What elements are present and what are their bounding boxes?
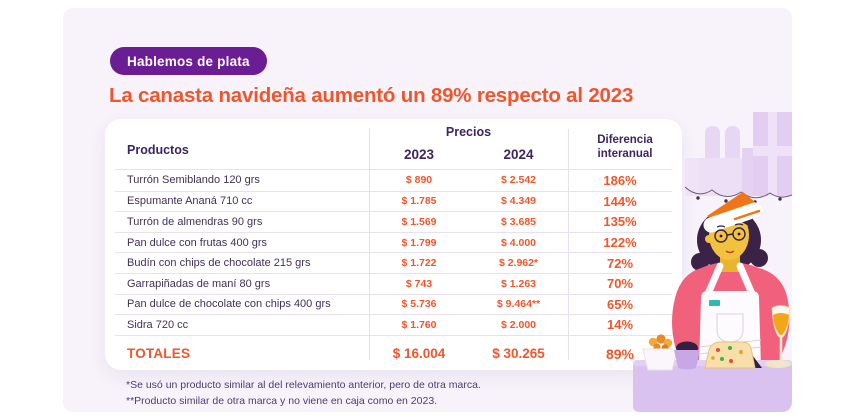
diff-pct: 122% bbox=[603, 235, 637, 251]
peanut-bowl bbox=[642, 334, 678, 371]
price-2023: $ 1.799 bbox=[401, 236, 437, 249]
column-divider bbox=[568, 129, 569, 360]
diff-pct: 65% bbox=[606, 296, 634, 312]
product-name: Budín con chips de chocolate 215 grs bbox=[127, 257, 311, 270]
price-2024: $ 1.263 bbox=[500, 277, 537, 290]
price-2024: $ 2.962* bbox=[498, 257, 539, 270]
topic-badge: Hablemos de plata bbox=[110, 47, 267, 75]
price-2024: $ 9.464** bbox=[496, 298, 541, 311]
table-row: Sidra 720 cc $ 1.760 $ 2.000 14% bbox=[115, 314, 672, 335]
price-2023: $ 1.722 bbox=[401, 257, 437, 270]
header-2023: 2023 bbox=[403, 147, 435, 162]
price-2023: $ 1.569 bbox=[401, 215, 437, 228]
totals-2024: $ 30.265 bbox=[492, 346, 545, 361]
totals-diff: 89% bbox=[605, 345, 635, 362]
price-2023: $ 1.760 bbox=[401, 318, 437, 331]
price-table-card: Productos Precios 2023 2024 Diferencia i… bbox=[105, 119, 682, 370]
candy-bowl bbox=[674, 341, 700, 370]
totals-label: TOTALES bbox=[127, 346, 191, 361]
table-row: Budín con chips de chocolate 215 grs $ 1… bbox=[115, 252, 672, 273]
diff-pct: 186% bbox=[603, 172, 637, 188]
header-diff-line1: Diferencia bbox=[597, 134, 653, 146]
pan-dulce-slice bbox=[704, 341, 762, 369]
glasses-icon bbox=[714, 227, 746, 243]
header-diff: Diferencia interanual bbox=[568, 134, 682, 161]
table-body: Turrón Semiblando 120 grs $ 890 $ 2.542 … bbox=[115, 169, 672, 335]
diff-pct: 144% bbox=[603, 193, 637, 209]
illustration-baker-woman bbox=[633, 112, 792, 412]
footnote-1: *Se usó un producto similar al del relev… bbox=[126, 379, 481, 391]
price-2024: $ 3.685 bbox=[500, 215, 537, 228]
page-title: La canasta navideña aumentó un 89% respe… bbox=[109, 84, 634, 107]
diff-pct: 135% bbox=[603, 214, 637, 230]
table-row: Turrón de almendras 90 grs $ 1.569 $ 3.6… bbox=[115, 211, 672, 232]
price-2024: $ 4.000 bbox=[500, 236, 537, 249]
table-row: Turrón Semiblando 120 grs $ 890 $ 2.542 … bbox=[115, 170, 672, 191]
price-2023: $ 5.736 bbox=[401, 298, 437, 311]
price-2023: $ 1.785 bbox=[401, 195, 437, 208]
diff-pct: 72% bbox=[606, 255, 634, 271]
infographic-stage: Hablemos de plata La canasta navideña au… bbox=[63, 8, 792, 412]
header-diff-line2: interanual bbox=[597, 147, 653, 160]
header-prices-group: Precios bbox=[445, 125, 492, 139]
price-2023: $ 890 bbox=[405, 174, 433, 187]
diff-pct: 70% bbox=[606, 276, 634, 292]
totals-row: TOTALES $ 16.004 $ 30.265 89% bbox=[115, 335, 672, 371]
price-2023: $ 743 bbox=[405, 277, 433, 290]
price-2024: $ 4.349 bbox=[500, 195, 537, 208]
product-name: Turrón de almendras 90 grs bbox=[127, 215, 263, 228]
column-divider bbox=[369, 129, 370, 360]
header-2024: 2024 bbox=[503, 147, 534, 162]
product-name: Pan dulce con frutas 400 grs bbox=[127, 236, 268, 249]
table-row: Pan dulce con frutas 400 grs $ 1.799 $ 4… bbox=[115, 231, 672, 253]
diff-pct: 14% bbox=[606, 317, 634, 333]
cider-glass bbox=[771, 305, 791, 367]
santa-hat-icon bbox=[703, 192, 763, 233]
table-row: Pan dulce de chocolate con chips 400 grs… bbox=[115, 293, 672, 315]
string-lights-icon bbox=[684, 186, 792, 204]
header-products: Productos bbox=[127, 143, 189, 157]
totals-2023: $ 16.004 bbox=[392, 346, 446, 361]
table-row: Garrapiñadas de maní 80 grs $ 743 $ 1.26… bbox=[115, 272, 672, 294]
table-header: Productos Precios 2023 2024 Diferencia i… bbox=[105, 119, 682, 168]
table-row: Espumante Ananá 710 cc $ 1.785 $ 4.349 1… bbox=[115, 190, 672, 212]
price-2024: $ 2.000 bbox=[500, 318, 537, 331]
product-name: Pan dulce de chocolate con chips 400 grs bbox=[127, 298, 331, 311]
footnote-2: **Producto similar de otra marca y no vi… bbox=[126, 395, 438, 407]
product-name: Espumante Ananá 710 cc bbox=[127, 195, 253, 208]
product-name: Turrón Semiblando 120 grs bbox=[127, 174, 260, 187]
product-name: Garrapiñadas de maní 80 grs bbox=[127, 277, 271, 290]
footnotes: *Se usó un producto similar al del relev… bbox=[126, 377, 481, 409]
product-name: Sidra 720 cc bbox=[127, 318, 189, 331]
topic-badge-label: Hablemos de plata bbox=[127, 53, 250, 69]
baker-woman bbox=[672, 192, 790, 368]
price-2024: $ 2.542 bbox=[500, 174, 537, 187]
city-gifts-backdrop bbox=[685, 112, 792, 196]
